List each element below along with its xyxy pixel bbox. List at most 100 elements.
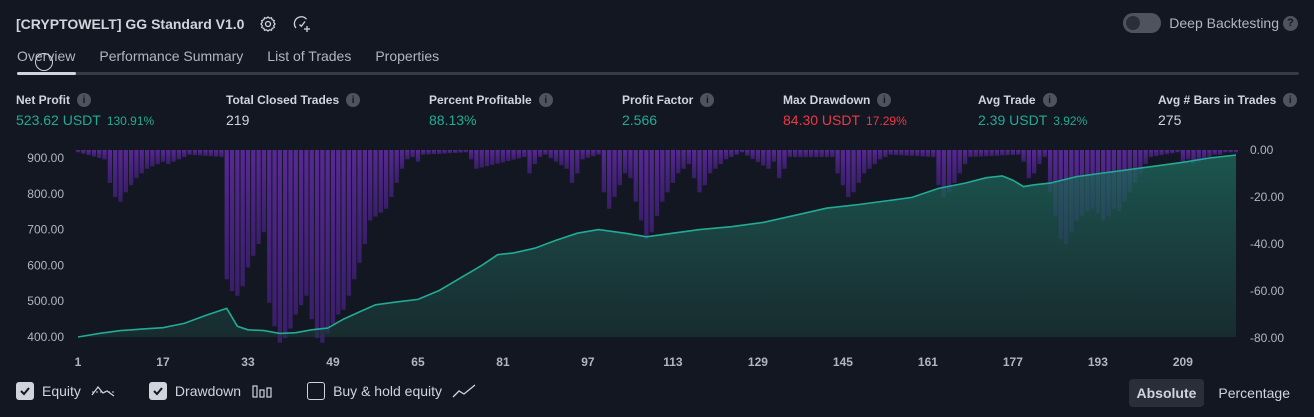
x-axis-tick-label: 193 — [1088, 355, 1108, 369]
drawdown-bar — [1233, 150, 1239, 153]
metric-value: 219 — [226, 112, 250, 128]
drawdown-bar — [527, 150, 532, 174]
drawdown-bar — [484, 150, 490, 167]
drawdown-bar — [585, 150, 591, 158]
drawdown-bar — [739, 150, 745, 153]
left-axis-tick-label: 900.00 — [27, 151, 64, 165]
legend-label: Buy & hold equity — [333, 383, 443, 399]
drawdown-bar — [118, 150, 123, 202]
drawdown-bar — [506, 150, 511, 161]
info-icon[interactable]: i — [77, 93, 91, 107]
drawdown-bar — [718, 150, 723, 165]
drawdown-bar — [368, 150, 373, 221]
check-icon — [20, 387, 30, 396]
drawdown-bar — [962, 150, 968, 165]
equity-area — [78, 155, 1236, 337]
strategy-title: [CRYPTOWELT] GG Standard V1.0 — [16, 16, 245, 32]
tab-overview[interactable]: Overview — [17, 48, 76, 64]
drawdown-bar — [1016, 150, 1021, 155]
tab-properties[interactable]: Properties — [375, 48, 440, 64]
drawdown-bar — [128, 150, 134, 186]
drawdown-bar — [123, 150, 128, 193]
drawdown-bar — [538, 150, 543, 158]
checkbox-unchecked[interactable] — [307, 382, 326, 400]
drawdown-bar — [166, 150, 171, 165]
equity-drawdown-chart[interactable]: 900.00 800.00 700.00 600.00 500.00 400.00 0.0… — [0, 140, 1314, 372]
drawdown-bar — [633, 150, 638, 202]
drawdown-bar — [1164, 150, 1170, 155]
checkbox-checked[interactable] — [16, 382, 34, 400]
right-axis: 0.00 -20.00 -40.00 -60.00 -80.00 — [1250, 143, 1284, 345]
drawdown-bar — [713, 150, 718, 169]
legend-equity-toggle[interactable]: Equity — [16, 382, 115, 400]
drawdown-bar — [1175, 150, 1180, 153]
info-icon[interactable]: i — [700, 93, 715, 107]
info-icon[interactable]: i — [877, 93, 892, 107]
strategy-settings-button[interactable] — [258, 14, 278, 34]
tab-bar: Overview Performance Summary List of Tra… — [17, 48, 463, 64]
drawdown-bar — [644, 150, 649, 240]
checkbox-checked[interactable] — [148, 382, 167, 400]
drawdown-bar — [931, 150, 936, 158]
drawdown-bar — [553, 150, 559, 162]
deep-backtesting-label: Deep Backtesting — [1169, 15, 1279, 31]
drawdown-bar — [304, 150, 309, 296]
drawdown-bar — [320, 150, 325, 343]
drawdown-bar — [569, 150, 575, 183]
drawdown-bar — [91, 150, 97, 157]
bar-chart-icon — [251, 383, 273, 399]
help-icon[interactable]: ? — [1283, 15, 1298, 31]
x-axis-tick-label: 17 — [156, 355, 170, 369]
display-mode-switch: Absolute Percentage — [1123, 379, 1299, 407]
drawdown-bar — [463, 150, 468, 153]
drawdown-bar — [888, 150, 893, 155]
drawdown-bar — [601, 150, 607, 193]
drawdown-bar — [957, 150, 962, 174]
drawdown-bar — [357, 150, 362, 263]
deep-backtesting-toggle[interactable] — [1123, 13, 1162, 33]
add-alert-button[interactable] — [292, 14, 312, 34]
drawdown-bar — [819, 150, 824, 158]
absolute-button[interactable]: Absolute — [1128, 379, 1205, 407]
legend-drawdown-toggle[interactable]: Drawdown — [148, 382, 273, 400]
strategy-header: [CRYPTOWELT] GG Standard V1.0 — [16, 12, 312, 36]
percentage-button[interactable]: Percentage — [1218, 385, 1290, 401]
drawdown-bar — [1021, 150, 1026, 162]
x-axis-tick-label: 65 — [411, 355, 425, 369]
tab-list-of-trades[interactable]: List of Trades — [267, 48, 352, 64]
info-icon[interactable]: i — [1042, 93, 1057, 107]
metric-percent: 130.91% — [106, 114, 155, 128]
drawdown-bar — [458, 150, 463, 153]
drawdown-bar — [670, 150, 676, 183]
drawdown-bar — [628, 150, 633, 179]
drawdown-bar — [468, 150, 474, 160]
drawdown-bar — [952, 150, 957, 183]
drawdown-bar — [909, 150, 915, 156]
tab-performance-summary[interactable]: Performance Summary — [99, 48, 244, 64]
drawdown-bar — [1010, 150, 1016, 155]
info-icon[interactable]: i — [346, 93, 361, 107]
legend-buy-hold-toggle[interactable]: Buy & hold equity — [307, 382, 476, 400]
drawdown-bar — [251, 150, 256, 256]
left-axis-tick-label: 400.00 — [27, 330, 64, 344]
x-axis-tick-label: 97 — [581, 355, 595, 369]
drawdown-bar — [495, 150, 500, 164]
equity-line — [77, 154, 1237, 338]
drawdown-bar — [877, 150, 883, 160]
drawdown-bar — [766, 150, 771, 169]
drawdown-bar — [442, 150, 447, 154]
drawdown-bar — [761, 150, 766, 166]
drawdown-bar — [707, 150, 713, 174]
drawdown-bar — [771, 150, 776, 162]
info-icon[interactable]: i — [538, 93, 553, 107]
scrollbar-thumb[interactable] — [17, 72, 76, 75]
tab-scrollbar[interactable] — [17, 72, 1299, 75]
drawdown-bar — [925, 150, 931, 157]
info-icon[interactable]: i — [1283, 93, 1298, 107]
drawdown-bar — [415, 150, 421, 162]
drawdown-bar — [830, 150, 835, 158]
drawdown-bar — [660, 150, 665, 202]
drawdown-bar — [198, 150, 203, 156]
drawdown-bar — [1217, 150, 1223, 155]
drawdown-bar — [224, 150, 229, 280]
